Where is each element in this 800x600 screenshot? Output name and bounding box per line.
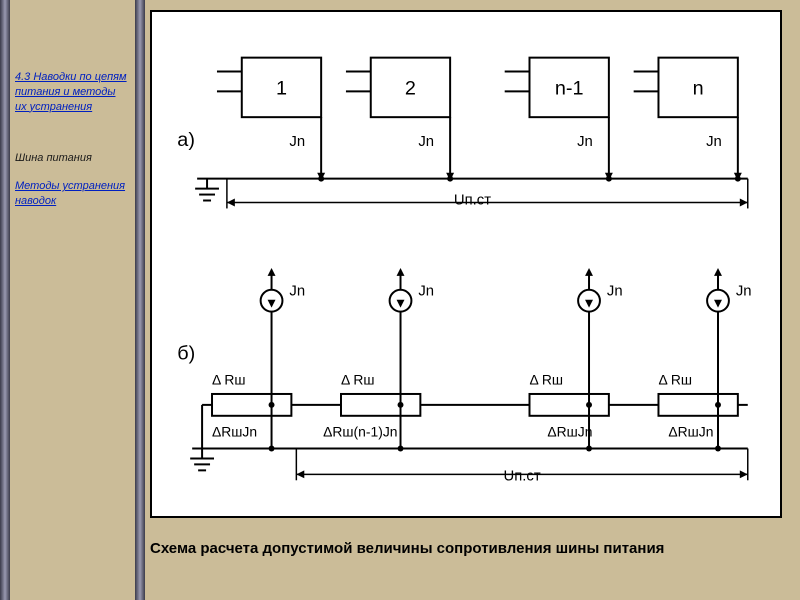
svg-text:Δ Rш: Δ Rш: [658, 372, 692, 388]
svg-text:2: 2: [405, 78, 416, 100]
svg-text:ΔRшJn: ΔRшJn: [668, 423, 713, 439]
svg-text:Jn: Jn: [577, 134, 593, 150]
sidebar-link-methods[interactable]: Методы устранения наводок: [15, 179, 130, 209]
svg-text:Jn: Jn: [289, 284, 305, 300]
svg-text:ΔRшJn: ΔRшJn: [212, 423, 257, 439]
svg-text:Jn: Jn: [736, 284, 752, 300]
svg-text:Uп.ст: Uп.ст: [454, 192, 491, 208]
svg-text:n-1: n-1: [555, 78, 584, 100]
figure-caption: Схема расчета допустимой величины сопрот…: [150, 540, 782, 557]
sidebar-plain-label: Шина питания: [15, 151, 130, 166]
sidebar-link-section[interactable]: 4.3 Наводки по цепям питания и методы их…: [15, 70, 130, 115]
svg-text:а): а): [177, 129, 195, 151]
svg-text:ΔRш(n-1)Jn: ΔRш(n-1)Jn: [323, 423, 397, 439]
svg-text:n: n: [693, 78, 704, 100]
svg-text:Δ Rш: Δ Rш: [212, 372, 246, 388]
svg-text:Uп.ст: Uп.ст: [503, 468, 540, 484]
sidebar: 4.3 Наводки по цепям питания и методы их…: [15, 70, 130, 209]
schematic-svg: а) 1 Jn 2 Jn n-1 Jn n Jn Uп.ст б) Jn Δ Rш Jn Δ Rш Jn Δ R…: [152, 12, 780, 516]
svg-text:ΔRшJn: ΔRшJn: [547, 423, 592, 439]
svg-text:Jn: Jn: [418, 134, 434, 150]
svg-text:б): б): [177, 343, 195, 365]
svg-text:Δ Rш: Δ Rш: [529, 372, 563, 388]
svg-text:Jn: Jn: [607, 284, 623, 300]
svg-text:Jn: Jn: [706, 134, 722, 150]
svg-text:1: 1: [276, 78, 287, 100]
decorative-pillar-left: [0, 0, 10, 600]
decorative-pillar-right: [135, 0, 145, 600]
schematic-figure: а) 1 Jn 2 Jn n-1 Jn n Jn Uп.ст б) Jn Δ Rш Jn Δ Rш Jn Δ R…: [150, 10, 782, 518]
svg-text:Jn: Jn: [418, 284, 434, 300]
svg-text:Δ Rш: Δ Rш: [341, 372, 375, 388]
svg-text:Jn: Jn: [289, 134, 305, 150]
